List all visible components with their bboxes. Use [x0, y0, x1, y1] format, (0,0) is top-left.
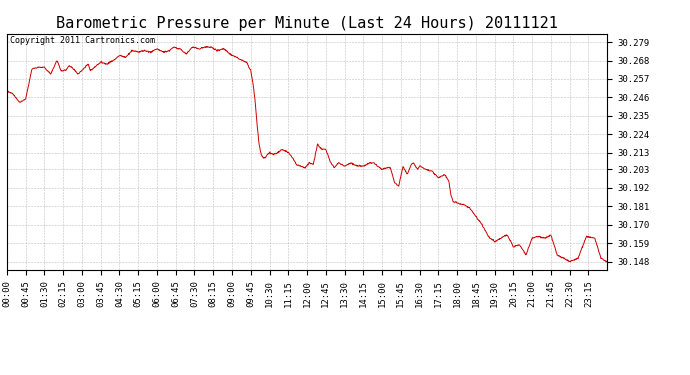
Text: Copyright 2011 Cartronics.com: Copyright 2011 Cartronics.com: [10, 36, 155, 45]
Title: Barometric Pressure per Minute (Last 24 Hours) 20111121: Barometric Pressure per Minute (Last 24 …: [56, 16, 558, 31]
